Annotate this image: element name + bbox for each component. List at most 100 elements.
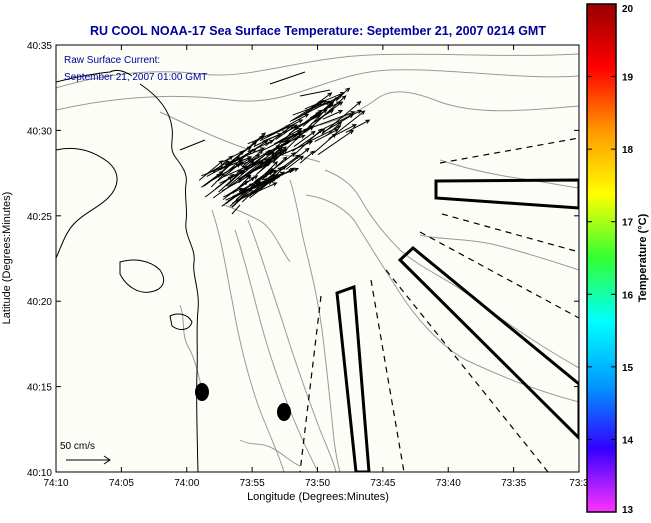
x-tick-label: 73:55 bbox=[240, 478, 265, 489]
current-vector-head bbox=[360, 110, 366, 115]
current-vector-head bbox=[283, 140, 289, 146]
current-vector bbox=[201, 171, 223, 188]
current-vector-head bbox=[247, 149, 253, 155]
current-vector-head bbox=[277, 149, 283, 154]
current-vector bbox=[198, 160, 223, 181]
y-tick-label: 40:15 bbox=[27, 383, 52, 394]
current-vector-head bbox=[321, 99, 327, 105]
current-vector bbox=[228, 135, 264, 164]
current-vector bbox=[254, 169, 277, 183]
current-vector-head bbox=[277, 133, 283, 138]
current-vector bbox=[210, 173, 225, 188]
current-vector bbox=[218, 156, 252, 171]
current-vector bbox=[299, 150, 315, 164]
current-vector-head bbox=[270, 174, 276, 179]
x-tick-label: 74:00 bbox=[174, 478, 199, 489]
current-vector bbox=[262, 133, 282, 142]
station-marker bbox=[195, 383, 209, 401]
x-tick-label: 73:35 bbox=[501, 478, 526, 489]
current-vector-head bbox=[357, 110, 363, 114]
current-vector-head bbox=[351, 124, 357, 129]
colorbar bbox=[586, 3, 617, 513]
current-vector-head bbox=[228, 155, 234, 161]
current-vector-head bbox=[253, 175, 259, 180]
current-vector-head bbox=[365, 119, 371, 124]
current-vector-head bbox=[298, 119, 304, 124]
current-vector bbox=[309, 104, 333, 119]
current-vector-head bbox=[299, 155, 304, 161]
current-vector-head bbox=[263, 158, 269, 164]
y-tick-label: 40:30 bbox=[27, 126, 52, 137]
current-vector-head bbox=[290, 167, 296, 172]
current-vector bbox=[264, 154, 300, 181]
colorbar-tick-label: 15 bbox=[622, 363, 634, 374]
survey-polygons bbox=[335, 178, 579, 472]
scale-vector-label: 50 cm/s bbox=[60, 441, 95, 452]
colorbar-ticks: 20 19 18 17 16 15 14 13 bbox=[587, 3, 634, 516]
current-vector bbox=[292, 128, 325, 152]
current-vector-head bbox=[251, 148, 257, 153]
x-tick-label: 73:40 bbox=[436, 478, 461, 489]
current-vector bbox=[260, 158, 277, 169]
current-vector bbox=[267, 147, 283, 163]
current-vector-head bbox=[258, 149, 264, 155]
current-label-line2: September 21, 2007 01:00 GMT bbox=[64, 72, 207, 83]
current-vector bbox=[214, 156, 240, 180]
current-vector bbox=[317, 130, 354, 156]
current-vector-head bbox=[247, 156, 253, 161]
current-vector-head bbox=[266, 162, 272, 167]
current-vector bbox=[309, 125, 341, 142]
y-tick-label: 40:35 bbox=[27, 41, 52, 52]
current-vector bbox=[179, 139, 206, 151]
x-axis-ticks: 74:10 74:05 74:00 73:55 73:50 73:45 73:40 73:35… bbox=[43, 45, 589, 489]
current-vector-head bbox=[336, 125, 342, 130]
scale-vector-arrowhead bbox=[103, 455, 111, 465]
current-vector bbox=[298, 99, 326, 118]
current-vector-head bbox=[335, 97, 341, 102]
x-tick-label: 73:45 bbox=[370, 478, 395, 489]
current-vector-head bbox=[309, 125, 315, 130]
current-vector-head bbox=[274, 174, 280, 180]
current-vector bbox=[231, 204, 241, 215]
current-vector bbox=[228, 159, 243, 174]
current-vector bbox=[314, 128, 339, 142]
x-tick-label: 73:50 bbox=[305, 478, 330, 489]
current-vector bbox=[232, 183, 261, 198]
x-axis-label: Longitude (Degrees:Minutes) bbox=[247, 491, 389, 503]
current-vector-head bbox=[348, 114, 354, 119]
current-vector-head bbox=[338, 109, 344, 115]
current-vector-head bbox=[349, 129, 355, 135]
current-vector-head bbox=[327, 104, 333, 109]
current-vector-head bbox=[292, 124, 298, 129]
plot-area bbox=[56, 45, 579, 472]
current-vector bbox=[250, 151, 275, 169]
y-axis-label: Latitude (Degrees:Minutes) bbox=[1, 192, 13, 325]
current-vector-head bbox=[227, 175, 233, 181]
current-vector bbox=[265, 141, 288, 156]
current-vector bbox=[261, 156, 287, 181]
current-vector-head bbox=[356, 100, 362, 106]
current-vector bbox=[299, 89, 331, 97]
colorbar-tick-label: 14 bbox=[622, 435, 634, 446]
map-features bbox=[56, 53, 579, 472]
current-vector bbox=[242, 161, 262, 178]
current-vector-head bbox=[293, 167, 300, 172]
y-tick-label: 40:10 bbox=[27, 468, 52, 479]
current-vector-head bbox=[269, 139, 275, 144]
current-vector-head bbox=[341, 95, 347, 100]
current-vector bbox=[322, 110, 343, 120]
current-vector-head bbox=[272, 169, 278, 174]
current-vector bbox=[261, 130, 302, 152]
current-vector bbox=[259, 119, 303, 142]
current-vector bbox=[269, 71, 306, 85]
current-vector bbox=[277, 167, 295, 178]
current-vector-head bbox=[304, 113, 310, 118]
x-tick-label: 74:05 bbox=[109, 478, 134, 489]
current-vector bbox=[324, 110, 362, 129]
current-vector bbox=[293, 131, 316, 147]
current-vector-head bbox=[237, 177, 242, 182]
current-vector-head bbox=[300, 134, 306, 139]
station-marker bbox=[277, 403, 291, 421]
current-vector-head bbox=[322, 109, 328, 114]
current-vector-head bbox=[218, 160, 224, 165]
